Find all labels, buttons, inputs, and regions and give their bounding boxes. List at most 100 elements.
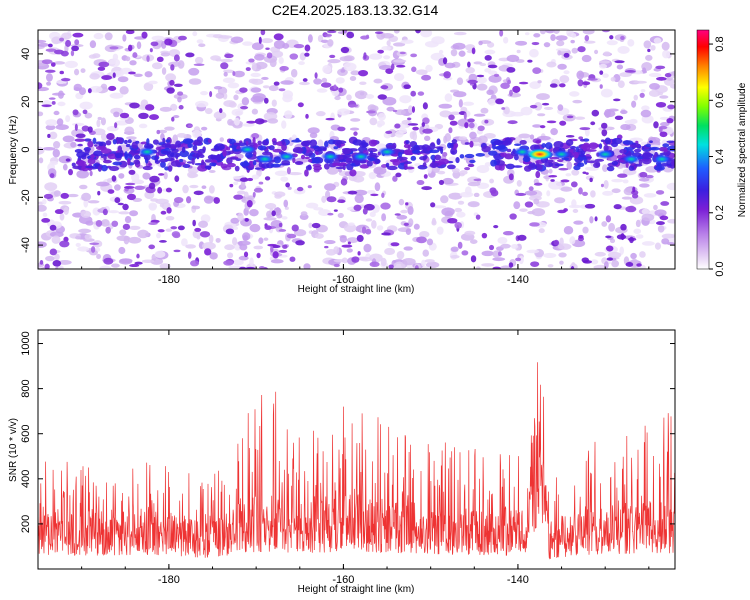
speckle bbox=[365, 228, 372, 235]
speckle bbox=[533, 33, 541, 38]
colorbar-tick-label: 0.4 bbox=[714, 149, 726, 164]
speckle bbox=[411, 66, 417, 73]
band-cell bbox=[577, 148, 584, 153]
speckle bbox=[110, 107, 124, 115]
speckle bbox=[616, 234, 627, 240]
speckle bbox=[393, 59, 407, 63]
band-cell bbox=[292, 146, 304, 154]
speckle bbox=[461, 250, 469, 256]
speckle bbox=[546, 61, 557, 68]
speckle bbox=[271, 99, 277, 107]
speckle bbox=[204, 107, 213, 115]
speckle bbox=[171, 231, 181, 238]
speckle bbox=[349, 75, 357, 81]
speckle bbox=[449, 111, 461, 116]
speckle bbox=[401, 119, 412, 125]
band-cell bbox=[76, 151, 87, 158]
speckle bbox=[89, 73, 100, 80]
speckle bbox=[223, 71, 228, 77]
band-peak bbox=[276, 151, 297, 162]
speckle bbox=[288, 172, 302, 176]
speckle bbox=[89, 242, 100, 245]
band-cell bbox=[611, 160, 619, 166]
speckle bbox=[148, 182, 156, 190]
band-cell bbox=[222, 149, 227, 157]
speckle bbox=[96, 181, 110, 187]
speckle bbox=[381, 46, 392, 51]
band-cell bbox=[622, 140, 634, 145]
speckle bbox=[177, 91, 184, 96]
speckle bbox=[258, 181, 264, 185]
speckle bbox=[488, 244, 495, 251]
speckle bbox=[497, 237, 508, 244]
speckle bbox=[96, 119, 101, 128]
band-cell bbox=[628, 165, 635, 171]
band-cell bbox=[254, 167, 262, 170]
speckle bbox=[422, 128, 433, 134]
speckle bbox=[601, 122, 608, 129]
band-cell bbox=[438, 158, 450, 165]
speckle bbox=[169, 79, 175, 86]
speckle bbox=[194, 227, 202, 232]
speckle bbox=[67, 193, 79, 198]
speckle bbox=[371, 219, 377, 229]
speckle bbox=[54, 209, 64, 215]
speckle bbox=[529, 104, 538, 109]
speckle bbox=[507, 120, 518, 125]
speckle bbox=[317, 139, 324, 148]
speckle bbox=[519, 208, 528, 212]
band-cell bbox=[397, 151, 403, 158]
speckle bbox=[399, 95, 412, 104]
speckle bbox=[492, 250, 501, 258]
band-cell bbox=[611, 137, 623, 145]
band-cell bbox=[124, 153, 133, 161]
speckle bbox=[222, 92, 228, 100]
speckle bbox=[251, 132, 260, 139]
speckle bbox=[487, 64, 498, 69]
speckle bbox=[426, 238, 434, 246]
speckle bbox=[410, 53, 418, 58]
speckle bbox=[280, 176, 289, 182]
band-cell bbox=[404, 166, 415, 170]
speckle bbox=[533, 198, 540, 205]
band-cell bbox=[281, 138, 286, 146]
band-cell bbox=[301, 140, 311, 147]
speckle bbox=[515, 192, 527, 196]
speckle bbox=[400, 209, 408, 214]
speckle bbox=[208, 185, 215, 194]
speckle bbox=[602, 30, 610, 33]
speckle bbox=[377, 49, 384, 54]
speckle bbox=[238, 266, 247, 269]
speckle bbox=[273, 81, 280, 86]
speckle bbox=[450, 255, 460, 259]
speckle bbox=[565, 135, 575, 138]
band-peak bbox=[254, 154, 275, 165]
speckle bbox=[490, 189, 499, 197]
speckle bbox=[557, 50, 562, 56]
speckle bbox=[304, 44, 311, 52]
speckle bbox=[117, 202, 124, 206]
band-peak bbox=[551, 149, 572, 160]
band-cell bbox=[606, 165, 615, 172]
speckle bbox=[526, 249, 540, 254]
band-cell bbox=[94, 144, 98, 147]
speckle bbox=[433, 205, 447, 209]
speckle bbox=[611, 178, 624, 183]
speckle bbox=[467, 61, 471, 68]
speckle bbox=[327, 212, 334, 216]
speckle bbox=[251, 62, 257, 71]
speckle bbox=[636, 263, 642, 267]
speckle bbox=[148, 114, 160, 120]
speckle bbox=[655, 101, 667, 108]
band-peak bbox=[595, 149, 616, 160]
speckle bbox=[423, 124, 430, 129]
speckle bbox=[156, 232, 161, 239]
speckle bbox=[242, 235, 249, 242]
speckle bbox=[550, 179, 555, 182]
speckle bbox=[350, 118, 361, 122]
band-cell bbox=[179, 158, 184, 163]
band-cell bbox=[87, 140, 94, 148]
band-cell bbox=[170, 160, 181, 167]
speckle bbox=[126, 136, 137, 140]
band-cell bbox=[313, 146, 323, 152]
